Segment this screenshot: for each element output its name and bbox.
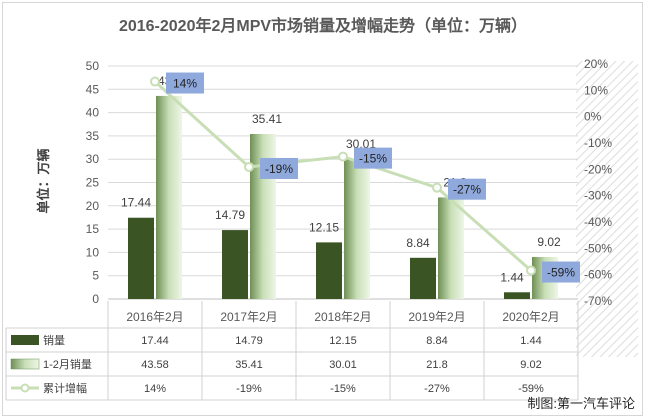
- bar-sales-label: 12.15: [309, 220, 339, 234]
- table-cell: 14%: [144, 383, 166, 395]
- x-tick-label: 2019年2月: [408, 310, 465, 324]
- legend-label: 累计增幅: [43, 381, 87, 395]
- table-cell: 17.44: [141, 335, 169, 347]
- y-tick-label: 45: [86, 82, 100, 96]
- y2-tick-label: -40%: [584, 215, 612, 229]
- table-cell: 9.02: [520, 359, 541, 371]
- bar-sales: [128, 217, 154, 299]
- table-cell: 30.01: [329, 359, 357, 371]
- table-cell: -59%: [518, 383, 544, 395]
- table-cell: -27%: [424, 383, 450, 395]
- growth-label-box: [354, 147, 392, 169]
- y2-tick-label: 0%: [584, 110, 602, 124]
- table-cell: 14.79: [235, 335, 263, 347]
- y2-tick-label: -60%: [584, 268, 612, 282]
- footer-credit: 制图:第一汽车评论: [527, 396, 635, 411]
- growth-line-path: [153, 80, 532, 272]
- growth-point: [338, 151, 348, 162]
- table-cell: -19%: [236, 383, 262, 395]
- bar-ytd-sales-label: 35.41: [252, 112, 282, 126]
- legend-key-growth-marker: [20, 383, 30, 393]
- growth-point: [244, 161, 254, 172]
- chart: 2016-2020年2月MPV市场销量及增幅走势（单位：万辆） 单位：万辆 50…: [5, 16, 638, 411]
- table-cell: -15%: [330, 383, 356, 395]
- legend-label: 1-2月销量: [43, 357, 92, 371]
- growth-label-box: [260, 157, 298, 179]
- growth-point: [150, 76, 160, 87]
- right-axis-ticks: 20% 10% 0% -10% -20% -30% -40% -50% -60% -70%: [584, 57, 612, 308]
- table-cell: 8.84: [426, 335, 447, 347]
- growth-label-box: [542, 261, 580, 283]
- growth-label: -59%: [547, 266, 575, 280]
- bar-sales-label: 1.44: [500, 270, 524, 284]
- y-tick-label: 35: [86, 129, 100, 143]
- bar-sales: [410, 257, 436, 299]
- y2-tick-label: -50%: [584, 241, 612, 255]
- y-tick-label: 25: [86, 176, 100, 190]
- y-tick-label: 5: [92, 269, 99, 283]
- y2-tick-label: 20%: [584, 57, 608, 71]
- y2-tick-label: -20%: [584, 162, 612, 176]
- x-tick-label: 2020年2月: [502, 310, 559, 324]
- growth-point: [432, 182, 442, 193]
- bar-ytd-sales: [438, 197, 464, 299]
- table-cell: 21.8: [426, 359, 447, 371]
- y-tick-label: 50: [86, 59, 100, 73]
- bar-sales-label: 14.79: [215, 208, 245, 222]
- bar-marks: 17.4443.5814.7935.4112.1530.018.8421.81.…: [121, 74, 561, 299]
- x-tick-label: 2016年2月: [126, 310, 183, 324]
- growth-point: [526, 265, 536, 276]
- growth-line: 14% -19% -15% -27% -59%: [150, 72, 580, 283]
- y2-tick-label: -70%: [584, 294, 612, 308]
- y2-tick-label: -30%: [584, 189, 612, 203]
- y2-tick-label: 10%: [584, 83, 608, 97]
- y-tick-label: 10: [86, 245, 100, 259]
- bar-ytd-sales: [156, 95, 182, 299]
- bar-sales-label: 8.84: [406, 236, 430, 250]
- growth-label-box: [166, 72, 204, 94]
- y-tick-label: 15: [86, 222, 100, 236]
- table-cell: 35.41: [235, 359, 263, 371]
- bar-sales: [222, 230, 248, 299]
- y-tick-label: 30: [86, 152, 100, 166]
- x-tick-label: 2017年2月: [220, 310, 277, 324]
- right-axis-background: [576, 61, 638, 357]
- x-tick-label: 2018年2月: [314, 310, 371, 324]
- bar-sales-label: 17.44: [121, 196, 151, 210]
- legend-label: 销量: [43, 333, 65, 347]
- y-tick-label: 20: [86, 199, 100, 213]
- growth-label: -27%: [453, 183, 481, 197]
- table-cell: 43.58: [141, 359, 169, 371]
- growth-label: -15%: [359, 152, 387, 166]
- table-cell: 12.15: [329, 335, 357, 347]
- bar-ytd-sales: [344, 159, 370, 299]
- legend-key-sales: [11, 335, 39, 345]
- bar-ytd-sales-label: 9.02: [537, 235, 561, 249]
- y-tick-label: 40: [86, 106, 100, 120]
- legend-key-ytd-sales: [10, 358, 40, 370]
- chart-title: 2016-2020年2月MPV市场销量及增幅走势（单位：万辆）: [119, 16, 527, 35]
- growth-label: 14%: [173, 77, 197, 91]
- y2-tick-label: -10%: [584, 136, 612, 150]
- table-cell: 1.44: [520, 335, 541, 347]
- growth-label: -19%: [265, 162, 293, 176]
- growth-label-box: [448, 178, 486, 200]
- bar-sales: [504, 292, 530, 299]
- bar-sales: [316, 242, 342, 299]
- y-tick-label: 0: [92, 292, 99, 306]
- y-axis-title: 单位：万辆: [36, 148, 51, 213]
